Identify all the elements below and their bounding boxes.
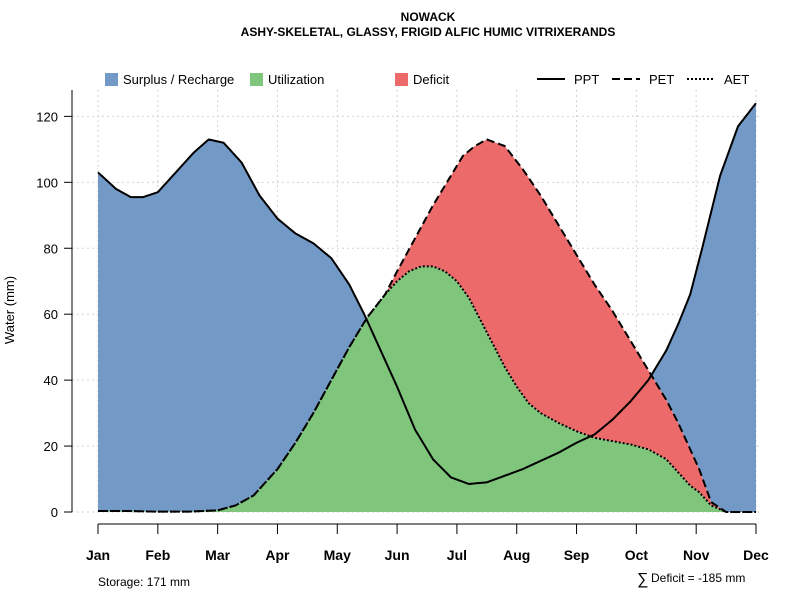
area-fills xyxy=(98,103,756,512)
x-tick-label-aug: Aug xyxy=(503,547,530,563)
axes xyxy=(71,90,756,525)
x-ticks: Jan Feb Mar Apr May Jun Jul Aug Sep Oct Nov Dec xyxy=(86,524,769,563)
legend-label-aet: AET xyxy=(724,72,749,87)
legend-label-utilization: Utilization xyxy=(268,72,324,87)
x-tick-label-apr: Apr xyxy=(265,547,290,563)
deficit-note: Deficit = -185 mm xyxy=(651,571,745,585)
legend-label-surplus-recharge: Surplus / Recharge xyxy=(123,72,234,87)
surplus-recharge-area xyxy=(98,103,756,512)
x-tick-label-jun: Jun xyxy=(385,547,410,563)
legend-label-deficit: Deficit xyxy=(413,72,450,87)
legend-swatch-utilization xyxy=(250,73,263,86)
ppt-line xyxy=(97,102,757,485)
y-tick-label-0: 0 xyxy=(51,505,58,520)
series-lines xyxy=(97,102,757,513)
x-tick-label-dec: Dec xyxy=(743,547,769,563)
y-tick-label-120: 120 xyxy=(36,109,58,124)
x-tick-label-sep: Sep xyxy=(564,547,590,563)
legend-swatch-surplus-recharge xyxy=(105,73,118,86)
x-tick-label-mar: Mar xyxy=(205,547,230,563)
y-tick-label-60: 60 xyxy=(44,307,58,322)
y-ticks: 0 20 40 60 80 100 120 xyxy=(36,109,72,520)
utilization-area xyxy=(98,266,756,512)
legend-swatch-deficit xyxy=(395,73,408,86)
legend-label-ppt: PPT xyxy=(574,72,599,87)
storage-note: Storage: 171 mm xyxy=(98,575,190,589)
x-tick-label-jul: Jul xyxy=(447,547,467,563)
y-tick-label-20: 20 xyxy=(44,439,58,454)
sum-deficit-symbol: ∑ xyxy=(637,571,648,588)
x-tick-label-may: May xyxy=(324,547,351,563)
chart-subtitle: ASHY-SKELETAL, GLASSY, FRIGID ALFIC HUMI… xyxy=(241,25,616,39)
y-axis-label: Water (mm) xyxy=(2,276,17,344)
x-tick-label-nov: Nov xyxy=(683,547,710,563)
chart-title: NOWACK xyxy=(401,10,456,24)
x-tick-label-jan: Jan xyxy=(86,547,110,563)
y-tick-label-40: 40 xyxy=(44,373,58,388)
legend-label-pet: PET xyxy=(649,72,674,87)
legend: Surplus / Recharge Utilization Deficit PPT P… xyxy=(105,72,749,87)
deficit-area xyxy=(98,139,756,512)
x-tick-label-oct: Oct xyxy=(625,547,649,563)
pet-line xyxy=(98,138,756,513)
x-tick-label-feb: Feb xyxy=(145,547,170,563)
y-tick-label-80: 80 xyxy=(44,241,58,256)
y-tick-label-100: 100 xyxy=(36,175,58,190)
